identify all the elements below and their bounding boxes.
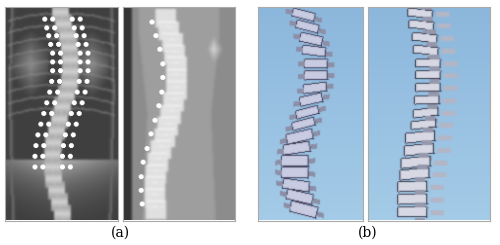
Text: (b): (b): [358, 226, 378, 240]
Text: (a): (a): [110, 226, 130, 240]
